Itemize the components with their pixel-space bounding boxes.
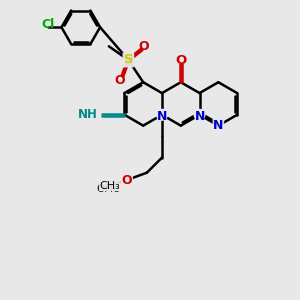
Text: CH₃: CH₃ [100,181,120,190]
Text: N: N [157,110,167,123]
Text: O: O [114,74,125,87]
Text: O: O [138,40,148,53]
Circle shape [157,110,167,120]
Text: O: O [175,54,186,67]
Text: O: O [122,173,132,187]
Text: N: N [194,110,205,123]
Text: NH: NH [78,108,98,121]
Text: N: N [213,119,224,132]
Text: OMe: OMe [97,184,120,194]
Text: Cl: Cl [41,18,55,32]
Text: S: S [124,53,133,66]
Circle shape [194,110,205,120]
Text: O: O [122,173,132,187]
